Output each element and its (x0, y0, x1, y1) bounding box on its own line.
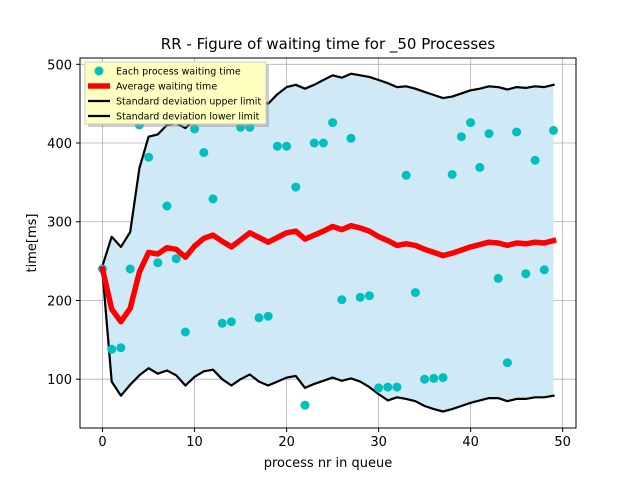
axes-frame (79, 57, 577, 429)
chart-title: RR - Figure of waiting time for _50 Proc… (161, 35, 496, 54)
legend: Each process waiting time Average waiting… (84, 61, 269, 127)
std-lower-line (101, 270, 555, 413)
waiting-time-point (447, 170, 457, 179)
waiting-time-point (144, 152, 154, 162)
waiting-time-point (180, 327, 190, 337)
std-band (102, 73, 554, 412)
waiting-time-point (429, 373, 439, 383)
waiting-time-point (291, 182, 301, 192)
waiting-time-point (456, 132, 466, 142)
waiting-time-point (272, 141, 282, 151)
waiting-time-point (521, 269, 531, 279)
x-tick-label: 20 (278, 435, 295, 450)
plot-area: 0 10 20 30 40 50 100 200 300 400 500 (47, 57, 577, 450)
legend-label: Average waiting time (116, 82, 217, 93)
waiting-time-point (346, 133, 356, 143)
waiting-time-point (217, 318, 227, 328)
legend-label: Standard deviation upper limit (116, 97, 261, 108)
waiting-time-point (493, 273, 503, 283)
x-tick-label: 10 (186, 435, 203, 450)
waiting-time-point (392, 382, 402, 392)
y-axis-label: time[ms] (25, 214, 40, 273)
waiting-time-point (208, 194, 218, 204)
waiting-time-point (355, 292, 365, 302)
waiting-time-point (116, 343, 126, 353)
waiting-time-point (549, 125, 558, 135)
waiting-time-point (199, 148, 209, 157)
waiting-time-point (300, 400, 310, 410)
y-tick-label: 300 (47, 216, 72, 231)
y-tick-label: 200 (47, 294, 72, 309)
legend-label: Standard deviation lower limit (116, 112, 260, 123)
x-tick-label: 50 (554, 435, 571, 450)
waiting-time-point (401, 170, 411, 180)
x-tick-label: 40 (462, 435, 479, 450)
y-tick-label: 400 (47, 137, 72, 152)
waiting-time-point (153, 258, 163, 268)
legend-marker (94, 66, 104, 76)
x-tick-label: 30 (370, 435, 387, 450)
waiting-time-point (318, 138, 328, 148)
waiting-time-point (309, 138, 319, 148)
waiting-time-point (539, 265, 549, 275)
y-tick-label: 100 (47, 373, 72, 388)
waiting-time-point (282, 141, 292, 151)
waiting-time-point (374, 383, 384, 393)
waiting-time-point (171, 254, 181, 264)
waiting-time-point (364, 291, 374, 301)
waiting-time-point (466, 118, 476, 128)
waiting-time-point (475, 162, 485, 172)
waiting-time-point (125, 264, 135, 274)
y-tick-label: 500 (47, 58, 72, 73)
x-axis-label: process nr in queue (264, 456, 393, 471)
waiting-time-point (484, 129, 494, 139)
waiting-time-point (263, 311, 273, 321)
average-line (99, 222, 557, 325)
waiting-time-point (420, 374, 430, 384)
waiting-time-point (328, 118, 338, 128)
waiting-time-point (337, 295, 347, 305)
waiting-time-point (438, 373, 448, 383)
waiting-time-point (226, 317, 236, 327)
waiting-time-point (107, 344, 117, 354)
waiting-time-point (162, 201, 172, 211)
waiting-time-point (530, 155, 540, 165)
waiting-time-point (383, 382, 393, 392)
waiting-time-point (512, 127, 522, 137)
x-tick-label: 0 (98, 435, 106, 450)
waiting-time-point (254, 313, 264, 323)
legend-label: Each process waiting time (116, 67, 241, 78)
waiting-time-point (502, 358, 512, 368)
legend-box (84, 61, 267, 125)
waiting-time-point (410, 288, 420, 298)
